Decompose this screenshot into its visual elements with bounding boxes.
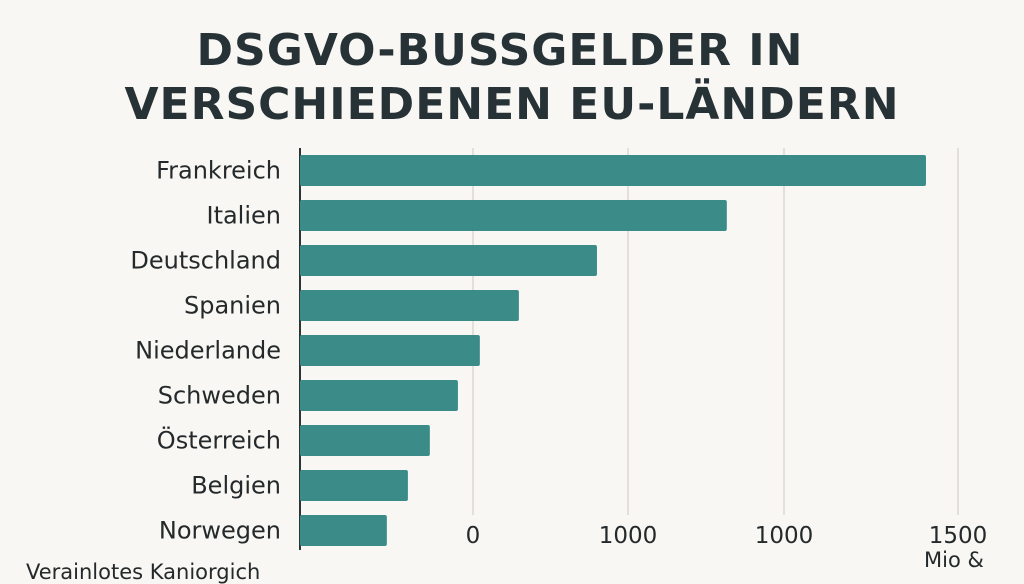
bar-belgien — [300, 470, 408, 501]
chart-title-line-2: VERSCHIEDENEN EU-LÄNDERN — [124, 79, 900, 130]
chart-title-line-1: DSGVO-BUSSGELDER IN — [196, 25, 804, 76]
category-label: Spanien — [184, 292, 281, 320]
source-note: Verainlotes Kaniorgich — [26, 560, 261, 584]
category-label: Deutschland — [130, 247, 281, 275]
category-label: Norwegen — [159, 517, 281, 545]
x-tick-label: 1500 — [929, 523, 988, 549]
bar-deutschland — [300, 245, 597, 276]
category-label: Österreich — [157, 426, 281, 455]
category-label: Belgien — [191, 472, 281, 500]
x-tick-label: 1000 — [755, 523, 814, 549]
bar-niederlande — [300, 335, 480, 366]
x-tick-label: 0 — [466, 523, 481, 549]
category-label: Frankreich — [156, 157, 281, 185]
x-axis-unit-label: Mio & — [924, 548, 984, 572]
bar-norwegen — [300, 515, 387, 546]
category-label: Schweden — [158, 382, 281, 410]
category-label: Italien — [206, 202, 281, 230]
bar-frankreich — [300, 155, 926, 186]
bar-schweden — [300, 380, 458, 411]
category-label: Niederlande — [135, 337, 281, 365]
bar-spanien — [300, 290, 519, 321]
x-tick-label: 1000 — [599, 523, 658, 549]
bar-italien — [300, 200, 727, 231]
bar-österreich — [300, 425, 430, 456]
